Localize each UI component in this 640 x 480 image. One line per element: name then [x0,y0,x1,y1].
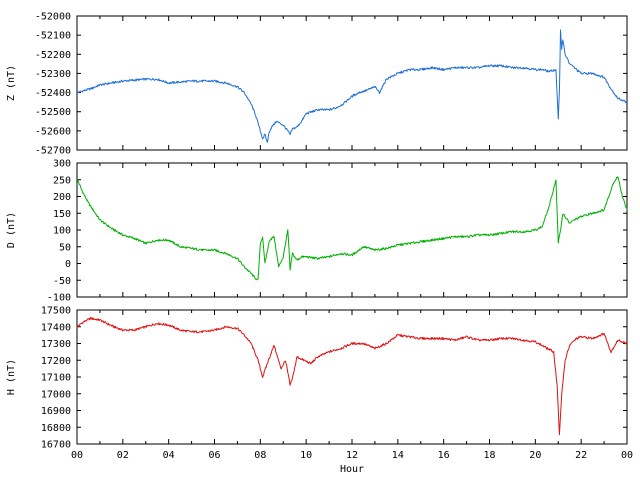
x-tick-label: 18 [483,450,495,461]
y-axis-title: H (nT) [6,359,17,395]
x-tick-label: 10 [300,450,312,461]
series-line-2-0 [76,316,628,436]
y-tick-label: 300 [53,159,71,170]
series-line-1-0 [76,176,628,281]
panel-1: 300 250 200 150 100 50 0 -50 -100 D (nT) [6,159,628,304]
y-tick-label: 100 [53,226,71,237]
panel-0: -52000 -52100 -52200 -52300 -52400 -52500 -526… [6,12,628,157]
panel-2: 17500 17400 17300 17200 17100 17000 16900 16800… [6,306,633,462]
x-tick-label: 16 [438,450,450,461]
y-tick-label: 17000 [41,389,71,400]
plot-frame [76,15,628,151]
y-tick-label: 250 [53,175,71,186]
y-tick-label: -52100 [35,31,71,42]
x-tick-label: 00 [621,450,633,461]
y-tick-label: -52000 [35,12,71,23]
x-tick-label: 06 [208,450,220,461]
y-tick-label: -52300 [35,69,71,80]
x-tick-label: 20 [529,450,541,461]
y-axis-title: D (nT) [6,212,17,248]
y-tick-label: 200 [53,192,71,203]
x-tick-label: 14 [392,450,404,461]
x-tick-label: 04 [163,450,175,461]
y-tick-label: -50 [53,276,71,287]
y-tick-label: 150 [53,209,71,220]
plot-frame [76,309,628,445]
y-tick-label: -52700 [35,146,71,157]
y-tick-label: 17200 [41,356,71,367]
y-tick-label: 16900 [41,406,71,417]
x-tick-label: 08 [254,450,266,461]
y-tick-label: 17100 [41,373,71,384]
y-tick-label: 0 [65,259,71,270]
y-tick-label: -52400 [35,88,71,99]
x-axis-title: Hour [340,464,364,475]
y-tick-label: -100 [47,293,71,304]
y-tick-label: 50 [59,242,71,253]
series-line-0-0 [76,29,628,143]
y-tick-label: 16800 [41,423,71,434]
y-tick-label: -52500 [35,107,71,118]
x-tick-label: 22 [575,450,587,461]
y-tick-label: 17500 [41,306,71,317]
y-axis-title: Z (nT) [6,65,17,101]
x-tick-label: 02 [117,450,129,461]
x-tick-label: 12 [346,450,358,461]
y-tick-label: -52200 [35,50,71,61]
y-tick-label: 17300 [41,339,71,350]
y-tick-label: 17400 [41,322,71,333]
plot-frame [76,162,628,298]
x-tick-label: 00 [71,450,83,461]
y-tick-label: -52600 [35,126,71,137]
y-tick-label: 16700 [41,440,71,451]
